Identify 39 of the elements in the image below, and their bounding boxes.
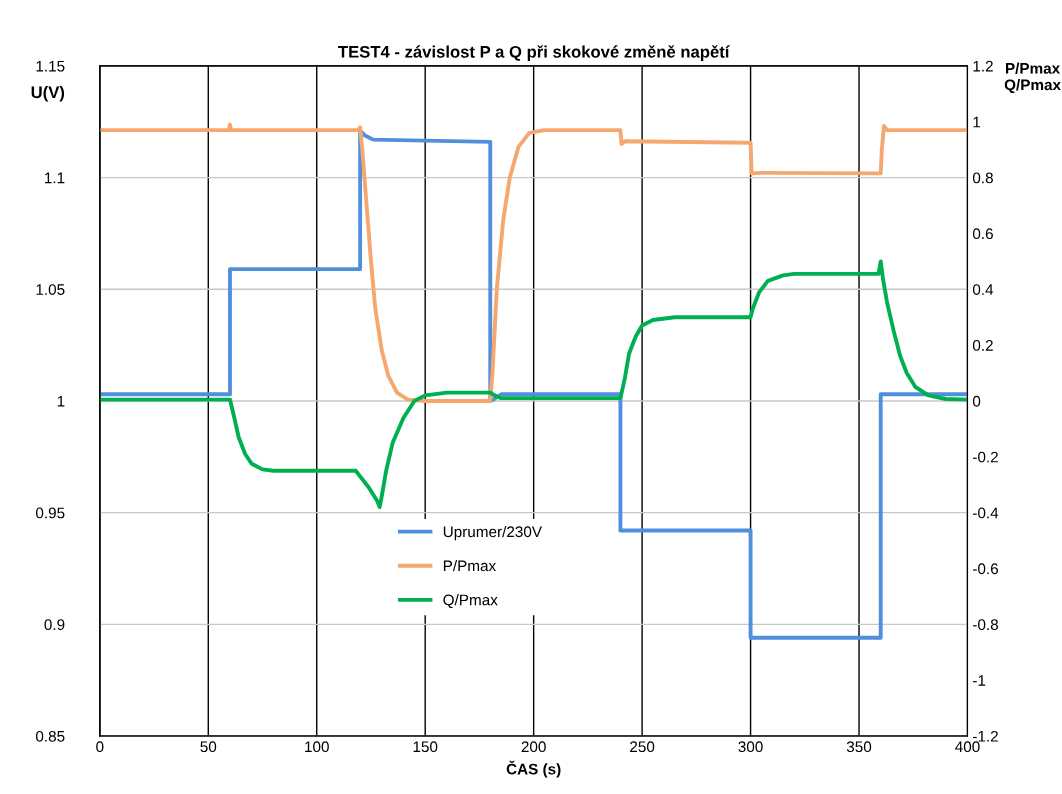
line-series bbox=[99, 122, 968, 403]
y2-tick-label: -0.8 bbox=[973, 619, 998, 631]
y-tick-label: 1.15 bbox=[36, 60, 65, 72]
x-tick-label: 200 bbox=[521, 741, 546, 753]
legend-label: Uprumer/230V bbox=[443, 525, 542, 541]
y2-tick-label: 1 bbox=[973, 116, 981, 128]
y2-tick-label: 0.4 bbox=[972, 284, 994, 295]
y2-tick-label: 0.6 bbox=[972, 228, 993, 240]
y2-tick-label: -0.4 bbox=[973, 507, 999, 519]
y-axis-title: U(V) bbox=[31, 86, 65, 102]
y2-tick-label: 0.2 bbox=[972, 339, 993, 351]
x-tick-label: 400 bbox=[955, 741, 980, 753]
x-tick-label: 150 bbox=[413, 741, 438, 753]
y2-tick-label: -0.6 bbox=[973, 563, 998, 575]
x-tick-label: 100 bbox=[305, 741, 329, 753]
y-tick-label: 0.85 bbox=[35, 730, 65, 742]
y2-tick-label: 1.2 bbox=[973, 60, 993, 72]
y2-tick-label: 0 bbox=[972, 395, 981, 407]
x-tick-label: 350 bbox=[846, 741, 872, 753]
y-tick-label: 1.05 bbox=[36, 284, 65, 295]
y2-tick-label: -0.2 bbox=[973, 451, 998, 463]
y2-tick-label: -1 bbox=[973, 675, 986, 686]
x-tick-label: 50 bbox=[200, 741, 217, 753]
line-series bbox=[99, 259, 968, 510]
y2-axis-title: P/Pmax Q/Pmax bbox=[1004, 62, 1061, 94]
y2-tick-label: -1.2 bbox=[973, 730, 998, 742]
x-tick-label: 0 bbox=[96, 741, 104, 753]
legend-label: Q/Pmax bbox=[443, 594, 498, 609]
y-tick-label: 0.95 bbox=[35, 507, 65, 519]
y-tick-label: 0.9 bbox=[44, 619, 65, 631]
y-tick-label: 1 bbox=[57, 396, 65, 407]
y2-tick-label: 0.8 bbox=[972, 172, 993, 184]
line-series bbox=[99, 128, 968, 640]
legend-label: P/Pmax bbox=[443, 560, 496, 572]
x-tick-label: 250 bbox=[630, 741, 655, 753]
x-tick-label: 300 bbox=[738, 741, 763, 753]
x-axis-title: ČAS (s) bbox=[506, 760, 561, 778]
chart-title: TEST4 - závislost P a Q při skokové změně napětí bbox=[338, 45, 730, 62]
y-tick-label: 1.1 bbox=[45, 172, 65, 184]
